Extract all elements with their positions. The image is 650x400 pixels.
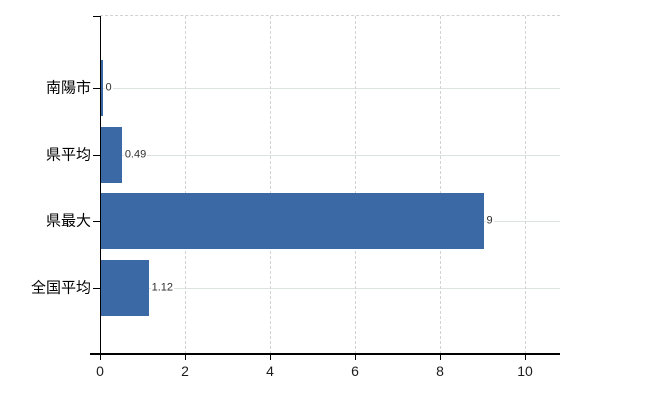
vertical-gridline bbox=[440, 16, 441, 354]
y-axis-line bbox=[99, 16, 101, 354]
category-label: 南陽市 bbox=[45, 79, 91, 97]
y-axis-tick bbox=[93, 88, 100, 89]
y-axis-tick bbox=[93, 16, 100, 17]
x-axis-tick-label: 8 bbox=[436, 363, 444, 379]
x-axis-tick-label: 10 bbox=[517, 363, 533, 379]
plot-top-border bbox=[100, 15, 560, 16]
vertical-gridline bbox=[355, 16, 356, 354]
x-axis-tick-label: 6 bbox=[351, 363, 359, 379]
bar-value-label: 1.12 bbox=[150, 281, 175, 295]
x-axis-tick bbox=[440, 354, 441, 360]
bar-value-label: 0 bbox=[104, 81, 113, 95]
x-axis-tick bbox=[270, 354, 271, 360]
vertical-gridline bbox=[270, 16, 271, 354]
x-axis-tick bbox=[100, 354, 101, 360]
x-axis-tick-label: 0 bbox=[96, 363, 104, 379]
x-axis-tick-label: 2 bbox=[181, 363, 189, 379]
category-label: 県平均 bbox=[45, 146, 91, 164]
y-axis-tick bbox=[93, 221, 100, 223]
vertical-gridline bbox=[525, 16, 526, 354]
bar-1 bbox=[101, 126, 122, 183]
x-axis-tick bbox=[355, 354, 356, 360]
category-label: 県最大 bbox=[45, 212, 91, 230]
x-axis-line bbox=[90, 353, 560, 355]
x-axis-tick-label: 4 bbox=[266, 363, 274, 379]
category-label: 全国平均 bbox=[30, 279, 91, 297]
bar-value-label: 9 bbox=[485, 214, 494, 228]
bar-3 bbox=[101, 260, 149, 316]
horizontal-gridline bbox=[100, 288, 560, 289]
horizontal-gridline bbox=[100, 154, 560, 156]
vertical-gridline bbox=[185, 16, 186, 354]
horizontal-gridline bbox=[100, 88, 560, 89]
bar-0 bbox=[101, 60, 103, 116]
y-axis-tick bbox=[93, 288, 100, 289]
x-axis-tick bbox=[525, 354, 526, 360]
bar-2 bbox=[101, 193, 484, 250]
x-axis-tick bbox=[185, 354, 186, 360]
y-axis-tick bbox=[93, 154, 100, 156]
bar-value-label: 0.49 bbox=[123, 148, 148, 162]
